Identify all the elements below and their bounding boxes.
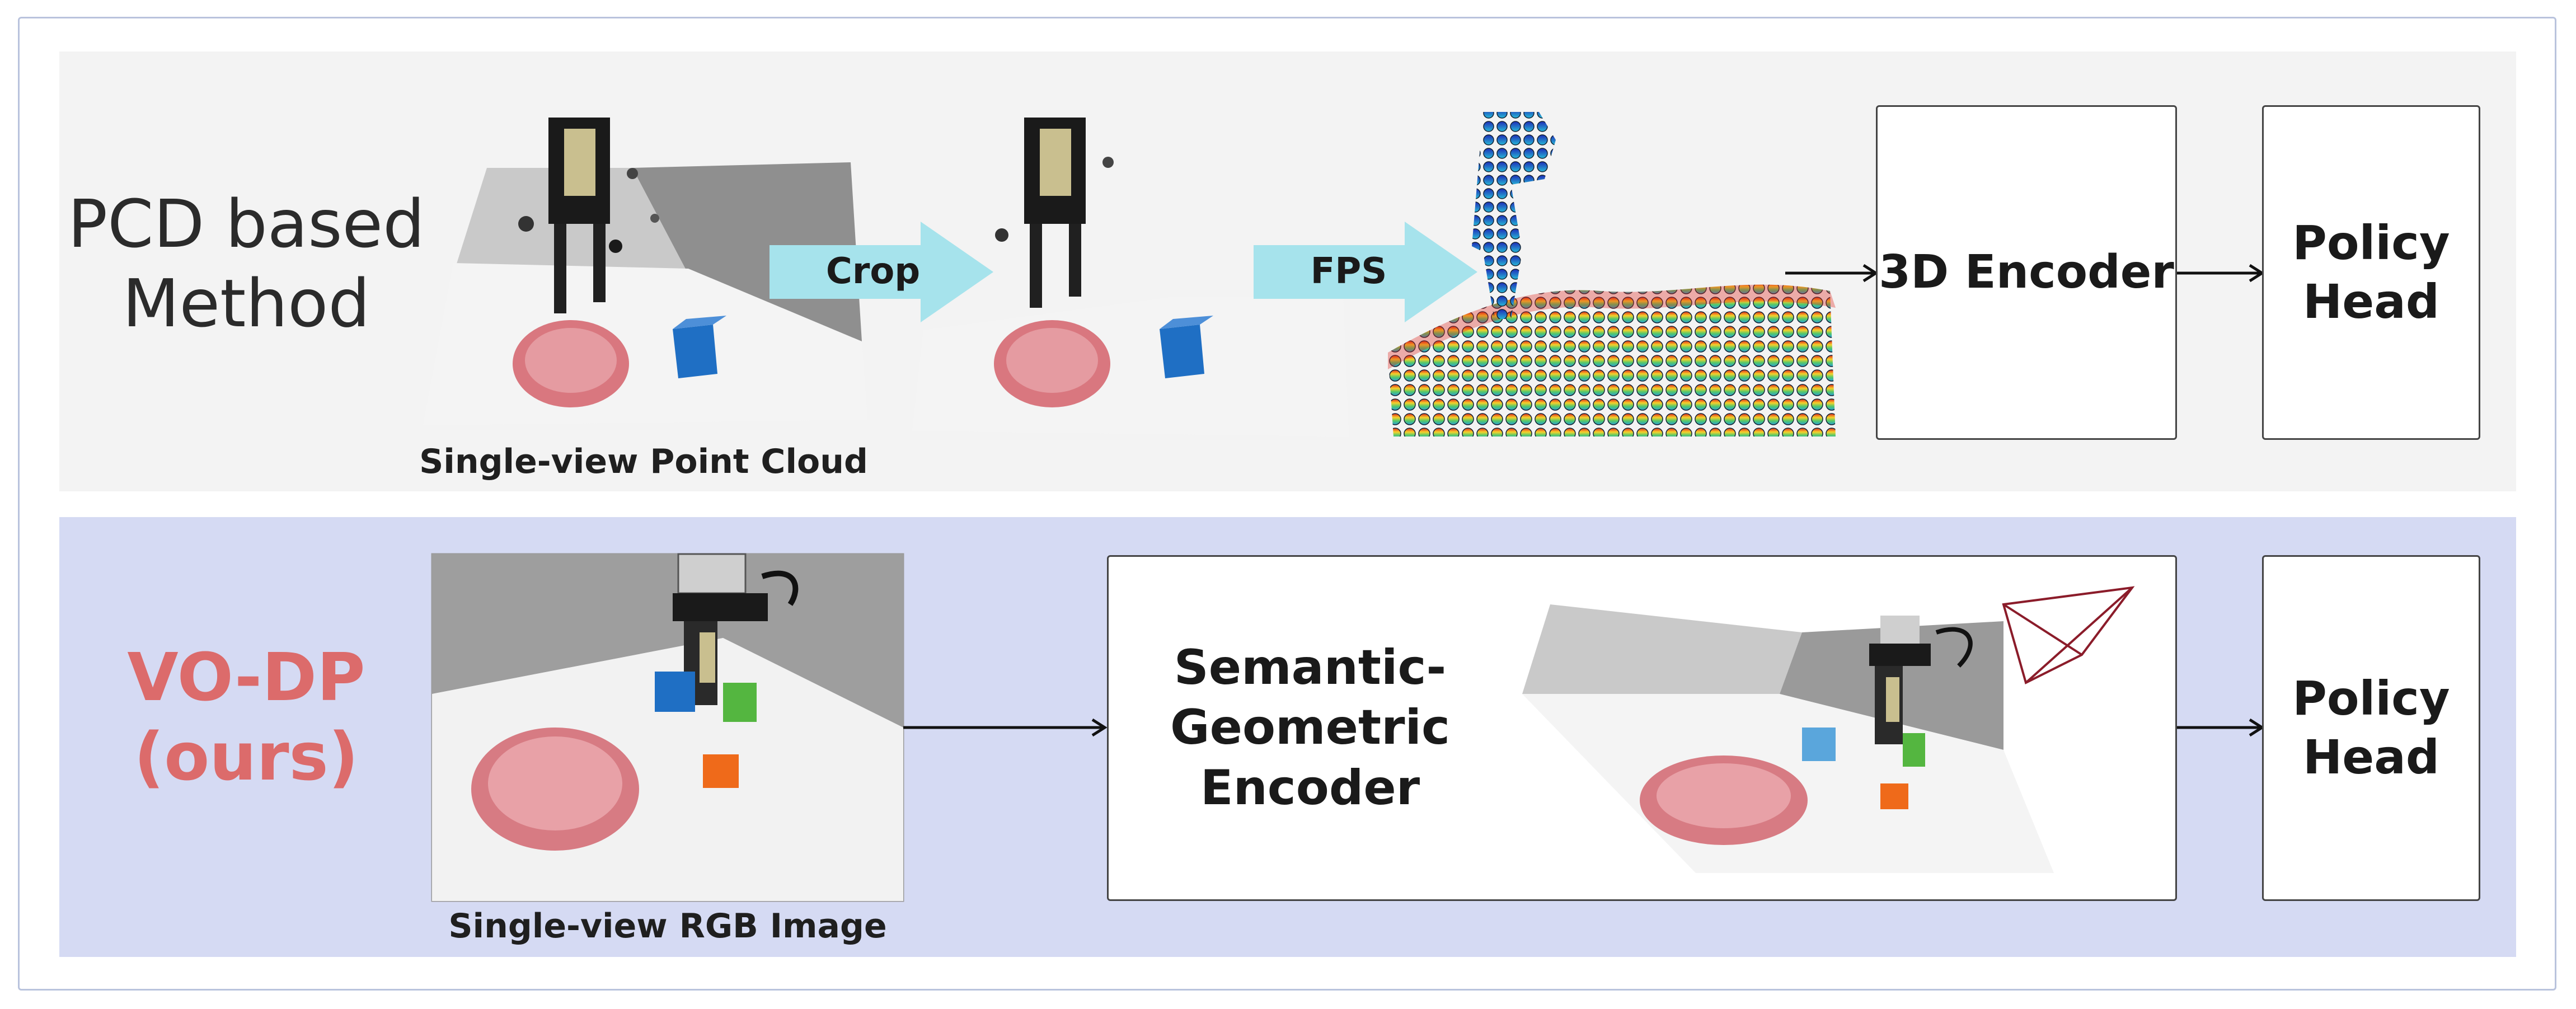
figure-frame xyxy=(18,17,2556,991)
policy-head-box-bottom: Policy Head xyxy=(2262,555,2480,901)
rgb-image xyxy=(431,553,904,902)
blue-cube-icon xyxy=(673,325,717,378)
vo-dp-method-label: VO-DP (ours) xyxy=(127,639,365,795)
blue-cube-icon xyxy=(1160,325,1204,378)
policy-head-label-bottom: Policy Head xyxy=(2292,671,2450,785)
policy-head-box-top: Policy Head xyxy=(2262,105,2480,440)
gripper-point-cloud xyxy=(995,118,1114,308)
arrow-to-policy-head-bottom xyxy=(2177,718,2265,737)
orange-cube-icon xyxy=(703,754,739,788)
cropped-point-cloud-image xyxy=(912,118,1349,437)
fps-arrow xyxy=(1254,222,1477,322)
point-cloud-caption: Single-view Point Cloud xyxy=(419,442,868,481)
rgb-image-caption: Single-view RGB Image xyxy=(448,907,887,946)
3d-encoder-label: 3D Encoder xyxy=(1879,245,2174,299)
sampled-point-cloud xyxy=(1388,112,1836,437)
pcd-method-label: PCD based Method xyxy=(67,185,425,342)
reconstructed-scene-image xyxy=(1522,586,2135,873)
gripper-point-cloud xyxy=(518,118,659,313)
semantic-geometric-encoder-label: Semantic- Geometric Encoder xyxy=(1170,639,1450,816)
fps-label: FPS xyxy=(1310,251,1387,292)
orange-cube-icon xyxy=(1880,783,1908,809)
crop-label: Crop xyxy=(825,251,921,292)
policy-head-label-top: Policy Head xyxy=(2292,215,2450,329)
point-cloud-image xyxy=(423,118,867,425)
green-cube-icon xyxy=(1903,733,1925,767)
camera-frustum-icon xyxy=(2002,586,2135,684)
arrow-to-3d-encoder xyxy=(1785,264,1879,283)
blue-cube-icon xyxy=(1802,728,1836,761)
blue-cube-icon xyxy=(655,672,695,712)
arrow-to-sg-encoder xyxy=(903,718,1108,737)
crop-arrow xyxy=(769,222,993,322)
3d-encoder-box: 3D Encoder xyxy=(1876,105,2177,440)
green-cube-icon xyxy=(723,683,757,722)
arrow-to-policy-head-top xyxy=(2177,264,2265,283)
robot-gripper-icon xyxy=(1869,616,1973,744)
